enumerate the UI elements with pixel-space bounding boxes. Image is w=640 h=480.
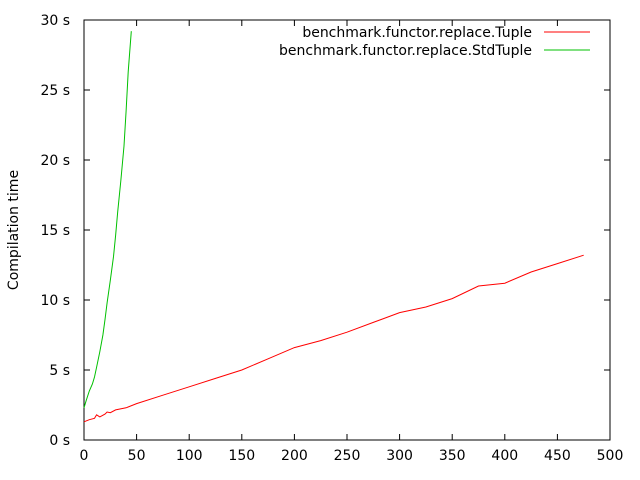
legend-label-tuple: benchmark.functor.replace.Tuple [302, 25, 532, 41]
x-tick-label: 300 [386, 448, 413, 464]
plot-frame [83, 19, 611, 441]
y-tick-label: 20 s [40, 153, 70, 169]
x-tick-label: 200 [281, 448, 308, 464]
y-tick-label: 15 s [40, 223, 70, 239]
axis-tick-labels: 0 50 100 150 200 250 300 350 400 450 500 0 s 5 s 10 s… [40, 13, 623, 464]
x-tick-label: 400 [491, 448, 518, 464]
x-tick-label: 0 [80, 448, 89, 464]
x-tick-label: 500 [597, 448, 624, 464]
y-tick-label: 10 s [40, 293, 70, 309]
y-tick-label: 30 s [40, 13, 70, 29]
y-tick-label: 5 s [49, 363, 70, 379]
x-tick-label: 150 [228, 448, 255, 464]
series-line-0 [83, 254, 584, 423]
legend: benchmark.functor.replace.Tuple benchmar… [279, 25, 590, 59]
x-tick-label: 350 [439, 448, 466, 464]
x-tick-label: 450 [544, 448, 571, 464]
y-tick-label: 25 s [40, 83, 70, 99]
x-tick-label: 250 [334, 448, 361, 464]
series-line-1 [83, 31, 132, 408]
series-lines [83, 31, 584, 423]
y-tick-label: 0 s [49, 433, 70, 449]
y-axis-title: Compilation time [6, 170, 22, 290]
legend-label-stdtuple: benchmark.functor.replace.StdTuple [279, 43, 532, 59]
x-tick-label: 100 [176, 448, 203, 464]
axis-ticks [83, 19, 611, 441]
x-tick-label: 50 [128, 448, 146, 464]
